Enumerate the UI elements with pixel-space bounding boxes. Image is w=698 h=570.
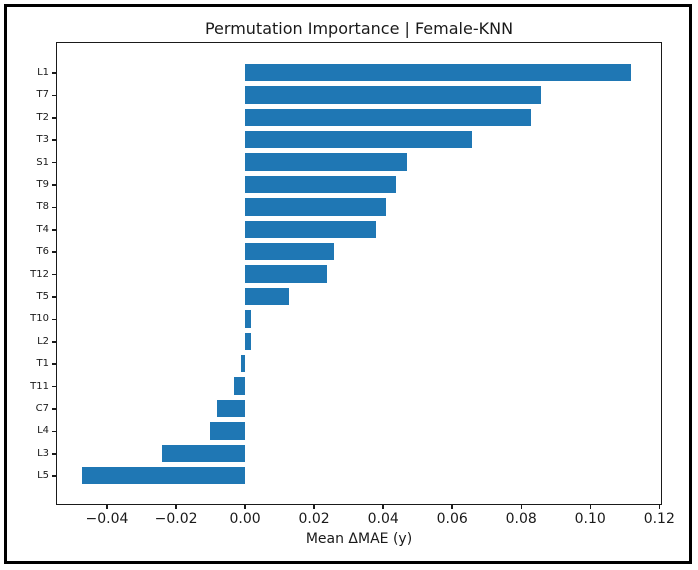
y-tick-label-t8: T8 xyxy=(36,201,49,213)
y-tick-label-t2: T2 xyxy=(36,111,49,123)
x-tick-mark xyxy=(313,504,315,509)
x-tick-label: −0.02 xyxy=(154,511,198,527)
y-tick-label-l3: L3 xyxy=(37,447,49,459)
x-tick-label: 0.06 xyxy=(436,511,468,527)
y-tick-label-t4: T4 xyxy=(36,223,49,235)
y-tick-mark xyxy=(52,251,57,253)
y-tick-label-t1: T1 xyxy=(36,358,49,370)
bar-t11 xyxy=(234,377,245,395)
y-tick-mark xyxy=(52,296,57,298)
y-tick-label-t3: T3 xyxy=(36,134,49,146)
y-tick-label-t10: T10 xyxy=(30,313,49,325)
y-tick-label-s1: S1 xyxy=(36,156,49,168)
x-tick-label: 0.12 xyxy=(643,511,675,527)
y-tick-mark xyxy=(52,139,57,141)
bar-t12 xyxy=(244,265,328,283)
y-tick-label-t5: T5 xyxy=(36,291,49,302)
x-tick-mark xyxy=(244,504,246,509)
y-tick-label-t6: T6 xyxy=(36,246,49,258)
x-tick-label: −0.04 xyxy=(85,511,129,527)
y-tick-mark xyxy=(52,117,57,119)
y-tick-label-c7: C7 xyxy=(35,403,49,414)
y-tick-mark xyxy=(52,318,57,321)
y-tick-label-t9: T9 xyxy=(36,179,49,190)
bar-l4 xyxy=(210,422,245,440)
y-tick-label-t7: T7 xyxy=(36,89,49,101)
y-tick-mark xyxy=(52,273,57,276)
y-tick-mark xyxy=(52,453,57,455)
y-tick-label-l2: L2 xyxy=(37,335,49,347)
bar-t9 xyxy=(244,175,397,194)
y-tick-label-t12: T12 xyxy=(30,268,49,280)
x-tick-label: 0.00 xyxy=(229,511,261,527)
y-tick-mark xyxy=(52,430,57,433)
y-tick-mark xyxy=(52,385,57,388)
x-tick-mark xyxy=(589,504,591,509)
x-tick-mark xyxy=(520,504,522,509)
x-tick-label: 0.10 xyxy=(574,511,606,527)
x-tick-mark xyxy=(175,504,177,509)
bar-c7 xyxy=(217,399,245,418)
y-tick-mark xyxy=(52,184,57,186)
y-tick-label-t11: T11 xyxy=(30,380,49,392)
x-tick-label: 0.04 xyxy=(367,511,399,527)
y-tick-mark xyxy=(52,341,57,343)
y-tick-mark xyxy=(52,229,57,231)
y-tick-mark xyxy=(52,408,57,410)
x-axis-label: Mean ΔMAE (y) xyxy=(305,531,413,547)
bar-t6 xyxy=(244,242,335,261)
y-tick-label-l1: L1 xyxy=(37,67,49,78)
bar-l1 xyxy=(244,63,632,82)
bar-l3 xyxy=(161,444,245,462)
x-tick-label: 0.02 xyxy=(298,511,330,527)
bar-t7 xyxy=(244,86,542,104)
y-tick-mark xyxy=(52,206,57,209)
bar-t1 xyxy=(241,354,245,373)
bar-t5 xyxy=(244,287,290,306)
bar-t2 xyxy=(244,108,532,126)
bar-t3 xyxy=(244,130,473,149)
y-tick-mark xyxy=(52,94,57,97)
x-tick-label: 0.08 xyxy=(505,511,537,527)
x-tick-mark xyxy=(382,504,384,509)
bar-s1 xyxy=(244,153,407,171)
y-tick-label-l4: L4 xyxy=(37,425,49,437)
x-tick-mark xyxy=(658,504,660,509)
bar-t8 xyxy=(244,198,387,216)
y-tick-mark xyxy=(52,72,57,74)
plot-area xyxy=(55,41,662,505)
x-tick-mark xyxy=(106,504,108,509)
x-tick-mark xyxy=(451,504,453,509)
bar-t4 xyxy=(244,220,376,238)
bar-t10 xyxy=(244,310,252,328)
y-tick-mark xyxy=(52,161,57,164)
y-tick-mark xyxy=(52,363,57,365)
y-tick-label-l5: L5 xyxy=(37,470,49,482)
chart-title: Permutation Importance | Female-KNN xyxy=(204,19,514,38)
y-tick-mark xyxy=(52,475,57,477)
bar-l5 xyxy=(82,466,245,485)
bar-l2 xyxy=(244,332,252,350)
